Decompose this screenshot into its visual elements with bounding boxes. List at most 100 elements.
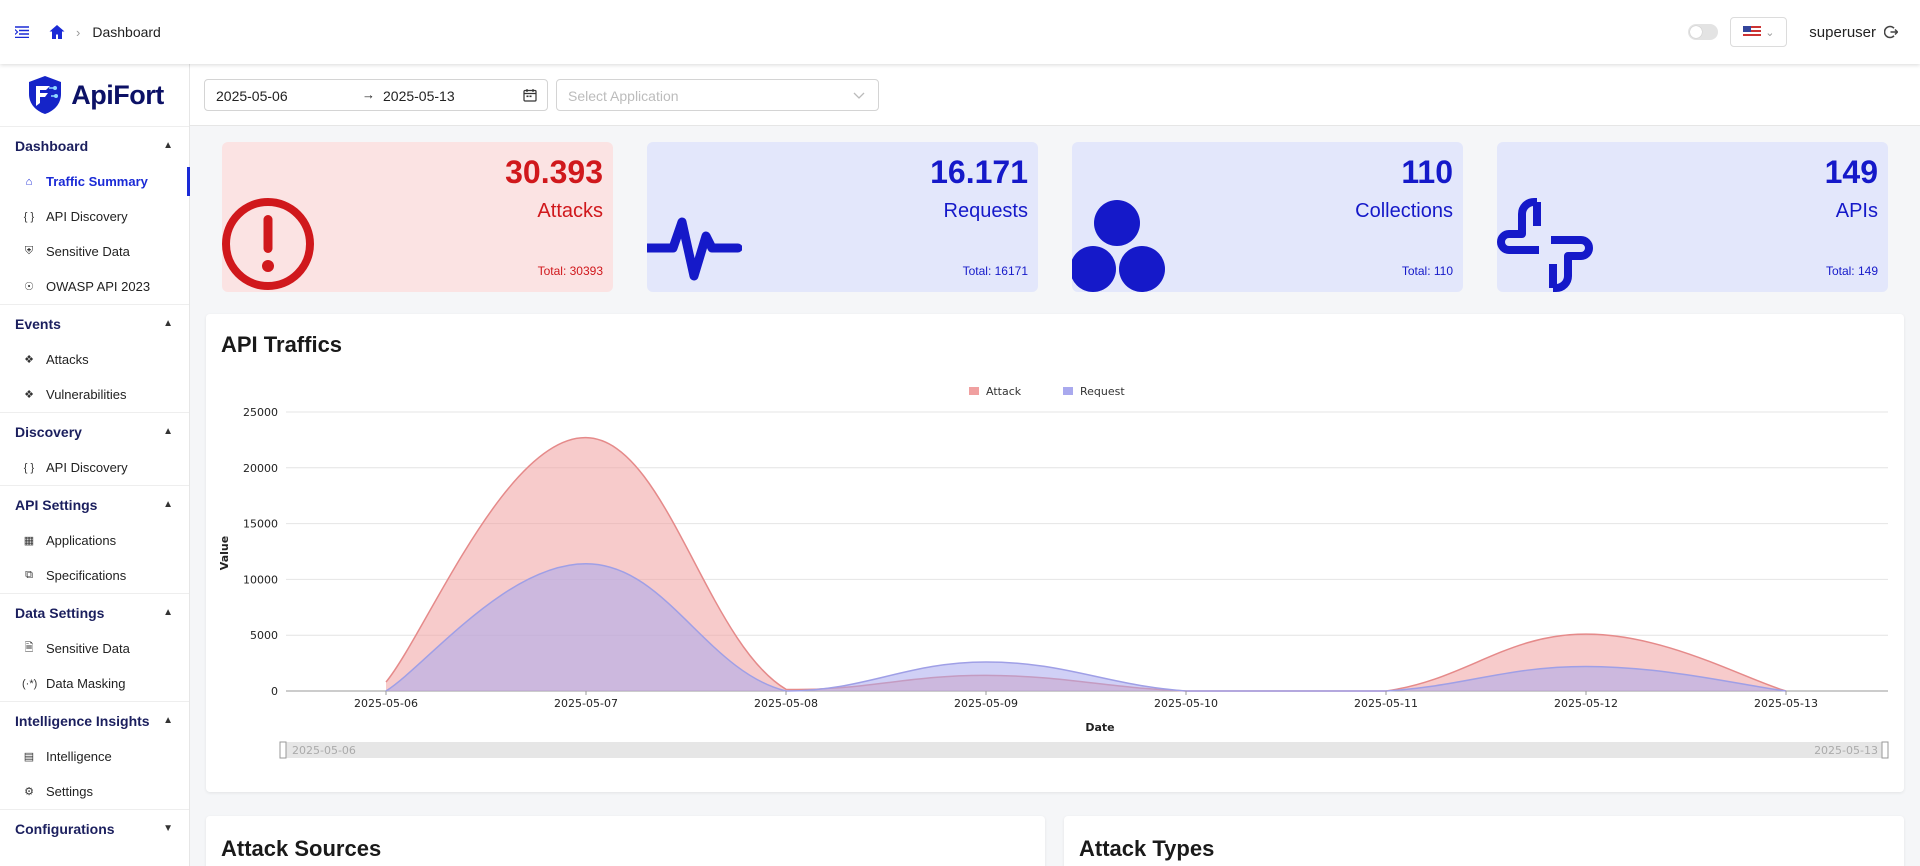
logout-icon[interactable]	[1883, 25, 1899, 39]
sidebar-item-api-discovery[interactable]: { } API Discovery	[0, 199, 189, 234]
section-title: Configurations	[15, 820, 115, 837]
sidebar-item-label: Sensitive Data	[46, 641, 130, 656]
sidebar-item-sensitive-data-2[interactable]: 🗎 Sensitive Data	[0, 631, 189, 666]
sidebar-item-api-discovery-2[interactable]: { } API Discovery	[0, 450, 189, 485]
date-from[interactable]: 2025-05-06	[216, 88, 288, 104]
application-select-placeholder: Select Application	[568, 88, 679, 104]
stat-label: APIs	[1835, 200, 1878, 222]
section-title: Dashboard	[15, 137, 89, 154]
legend-label[interactable]: Request	[1080, 385, 1125, 398]
username[interactable]: superuser	[1809, 23, 1876, 41]
legend-swatch[interactable]	[969, 387, 979, 395]
sidebar-item-label: Specifications	[46, 568, 127, 583]
sidebar-item-sensitive-data[interactable]: ⛨ Sensitive Data	[0, 234, 189, 269]
sidebar-item-traffic-summary[interactable]: ⌂ Traffic Summary	[0, 164, 190, 199]
x-axis-title: Date	[1085, 721, 1114, 734]
api-link-icon	[1497, 198, 1593, 292]
y-tick-label: 20000	[243, 462, 278, 475]
gear-icon: ⚙	[24, 786, 34, 798]
api-traffic-panel: API Traffics 0 5000 10000 15000 20000 25000 2…	[206, 314, 1904, 792]
theme-toggle[interactable]	[1688, 24, 1719, 40]
stat-label: Requests	[943, 200, 1029, 222]
stat-total: Total: 30393	[537, 264, 603, 278]
breadcrumb[interactable]: Dashboard	[92, 24, 161, 40]
application-select[interactable]: Select Application	[556, 79, 879, 111]
stat-value: 16.171	[930, 154, 1028, 190]
section-title: Data Settings	[15, 604, 105, 621]
y-axis-title: Value	[218, 536, 231, 570]
compass-icon: ☉	[24, 281, 34, 293]
stat-label: Collections	[1355, 200, 1453, 222]
stat-value: 30.393	[505, 154, 603, 190]
stat-card-collections[interactable]: 110 Collections Total: 110	[1072, 142, 1463, 292]
zoom-slider-track[interactable]	[280, 742, 1888, 758]
attack-sources-panel: Attack Sources	[206, 816, 1045, 866]
sidebar-section-header[interactable]: API Settings ▲	[0, 485, 189, 523]
y-tick-label: 15000	[243, 518, 278, 531]
stat-value: 110	[1401, 154, 1453, 190]
y-tick-label: 10000	[243, 573, 278, 586]
chevron-up-icon: ▲	[163, 140, 173, 151]
alert-icon	[222, 198, 314, 290]
x-tick-label: 2025-05-09	[954, 697, 1018, 710]
zoom-handle-right[interactable]	[1881, 741, 1889, 759]
sidebar-item-label: Intelligence	[46, 749, 112, 764]
sidebar-section-header[interactable]: Configurations ▼	[0, 809, 189, 847]
sidebar-item-intelligence[interactable]: ▤ Intelligence	[0, 739, 189, 774]
grid-icon: ▦	[23, 535, 35, 547]
x-tick-label: 2025-05-08	[754, 697, 818, 710]
section-title: Events	[15, 315, 61, 332]
sidebar-item-specifications[interactable]: ⧉ Specifications	[0, 558, 189, 593]
sidebar-item-applications[interactable]: ▦ Applications	[0, 523, 189, 558]
sidebar-item-owasp[interactable]: ☉ OWASP API 2023	[0, 269, 189, 304]
sidebar-item-settings[interactable]: ⚙ Settings	[0, 774, 189, 809]
sidebar-section-header[interactable]: Intelligence Insights ▲	[0, 701, 189, 739]
legend-label[interactable]: Attack	[986, 385, 1022, 398]
panel-title: API Traffics	[221, 332, 343, 357]
stat-card-apis[interactable]: 149 APIs Total: 149	[1497, 142, 1888, 292]
sidebar-section-api-settings: API Settings ▲ ▦ Applications ⧉ Specificati…	[0, 485, 189, 593]
home-icon: ⌂	[25, 175, 33, 188]
panel-title: Attack Types	[1079, 836, 1215, 861]
series-area-request[interactable]	[386, 563, 1786, 691]
brand-logo[interactable]: ApiFort	[0, 64, 189, 126]
stat-total: Total: 149	[1825, 264, 1878, 278]
y-tick-label: 5000	[250, 629, 278, 642]
us-flag-icon	[1743, 26, 1762, 38]
sidebar-section-header[interactable]: Events ▲	[0, 304, 189, 342]
sidebar-section-header[interactable]: Dashboard ▲	[0, 126, 189, 164]
stat-value: 149	[1824, 154, 1878, 190]
zoom-handle-left[interactable]	[279, 741, 287, 759]
sidebar-item-attacks[interactable]: ❖ Attacks	[0, 342, 189, 377]
sidebar-item-vulnerabilities[interactable]: ❖ Vulnerabilities	[0, 377, 189, 412]
chevron-up-icon: ▲	[163, 499, 173, 510]
sidebar-item-data-masking[interactable]: (·*) Data Masking	[0, 666, 189, 701]
stat-total: Total: 110	[1401, 264, 1453, 278]
stat-card-attacks[interactable]: 30.393 Attacks Total: 30393	[222, 142, 613, 292]
menu-toggle-icon[interactable]	[14, 24, 30, 40]
stat-card-requests[interactable]: 16.171 Requests Total: 16171	[647, 142, 1038, 292]
legend-swatch[interactable]	[1063, 387, 1073, 395]
sidebar-section-dashboard: Dashboard ▲ ⌂ Traffic Summary { } API Disco…	[0, 126, 190, 304]
section-title: API Settings	[15, 496, 98, 513]
home-icon[interactable]	[48, 23, 66, 41]
sidebar-section-intelligence: Intelligence Insights ▲ ▤ Intelligence ⚙ Se…	[0, 701, 189, 809]
stat-total: Total: 16171	[962, 264, 1028, 278]
date-to[interactable]: 2025-05-13	[383, 88, 455, 104]
chevron-down-icon: ▼	[163, 823, 173, 834]
calendar-icon[interactable]	[523, 88, 537, 102]
filter-bar: 2025-05-06 → 2025-05-13 Select Applicati…	[190, 64, 1920, 126]
sidebar-item-label: Attacks	[46, 352, 89, 367]
sidebar-section-configurations: Configurations ▼	[0, 809, 189, 847]
sidebar-section-header[interactable]: Discovery ▲	[0, 412, 189, 450]
zoom-slider[interactable]: 2025-05-06 2025-05-13	[279, 741, 1889, 759]
date-range-picker[interactable]: 2025-05-06 → 2025-05-13	[204, 79, 548, 111]
sidebar: ApiFort Dashboard ▲ ⌂ Traffic Summary { } A…	[0, 64, 190, 866]
sidebar-item-label: API Discovery	[46, 209, 128, 224]
sidebar-section-events: Events ▲ ❖ Attacks ❖ Vulnerabilities	[0, 304, 189, 412]
attack-types-panel: Attack Types	[1064, 816, 1904, 866]
series-line-request	[385, 563, 1787, 692]
sidebar-section-header[interactable]: Data Settings ▲	[0, 593, 189, 631]
language-select[interactable]: ⌄	[1730, 17, 1788, 47]
